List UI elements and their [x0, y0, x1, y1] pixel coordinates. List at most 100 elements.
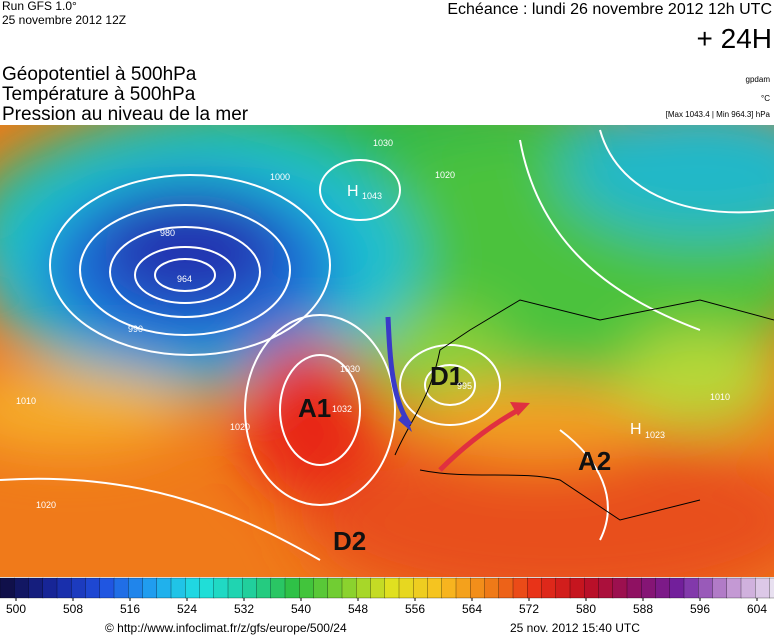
scale-box	[470, 577, 486, 599]
scale-box	[14, 577, 30, 599]
scale-box	[341, 577, 357, 599]
scale-label: 596	[690, 602, 710, 616]
pressure-label: 1010	[710, 392, 730, 402]
scale-label: 572	[519, 602, 539, 616]
scale-box	[327, 577, 343, 599]
scale-box	[128, 577, 144, 599]
scale-box	[712, 577, 728, 599]
system-label: D1	[430, 361, 463, 391]
scale-box	[370, 577, 386, 599]
scale-box	[740, 577, 756, 599]
scale-box	[427, 577, 443, 599]
scale-label: 524	[177, 602, 197, 616]
system-label: D2	[333, 526, 366, 556]
scale-box	[213, 577, 229, 599]
scale-box	[199, 577, 215, 599]
scale-label: 516	[120, 602, 140, 616]
pressure-label: 1020	[36, 500, 56, 510]
pressure-label: 1023	[645, 430, 665, 440]
scale-box	[356, 577, 372, 599]
title: Température à 500hPa	[2, 84, 196, 105]
system-label: A2	[578, 446, 611, 476]
color-scale: 500 508 516 524 532 540 548 556 564 572 580 588 596 6…	[0, 577, 774, 616]
scale-box	[698, 577, 714, 599]
pressure-label: 964	[177, 274, 192, 284]
scale-box	[42, 577, 58, 599]
scale-box	[85, 577, 101, 599]
pressure-label: 1010	[16, 396, 36, 406]
scale-box	[56, 577, 72, 599]
pressure-label: 980	[160, 228, 175, 238]
unit: °C	[761, 94, 770, 103]
footer-time: 25 nov. 2012 15:40 UTC	[510, 621, 640, 635]
scale-box	[555, 577, 571, 599]
scale-box	[498, 577, 514, 599]
unit: [Max 1043.4 | Min 964.3] hPa	[666, 110, 771, 119]
scale-box	[185, 577, 201, 599]
scale-label: 540	[291, 602, 311, 616]
scale-box	[413, 577, 429, 599]
map: A1 D1 D2 A2 H H 1043 964 1032 995 1023 9…	[0, 125, 774, 577]
scale-box	[270, 577, 286, 599]
run: Run GFS 1.0°	[2, 0, 77, 13]
scale-box	[598, 577, 614, 599]
scale-box	[769, 577, 774, 599]
scale-box	[227, 577, 243, 599]
scale-box	[683, 577, 699, 599]
scale-label: 580	[576, 602, 596, 616]
scale-label: 556	[405, 602, 425, 616]
scale-box	[156, 577, 172, 599]
scale-label: 548	[348, 602, 368, 616]
footer-url: © http://www.infoclimat.fr/z/gfs/europe/…	[105, 621, 347, 635]
pressure-label: 1032	[332, 404, 352, 414]
scale-box	[99, 577, 115, 599]
title: Géopotentiel à 500hPa	[2, 64, 197, 85]
scale-box	[455, 577, 471, 599]
scale-box	[584, 577, 600, 599]
offset: + 24H	[697, 23, 773, 54]
high-marker: H	[630, 421, 642, 438]
scale-box	[284, 577, 300, 599]
scale-box	[299, 577, 315, 599]
pressure-label: 1020	[435, 170, 455, 180]
scale-box	[398, 577, 414, 599]
scale-box	[612, 577, 628, 599]
pressure-label: 995	[457, 381, 472, 391]
title: Pression au niveau de la mer	[2, 104, 249, 125]
echeance: Echéance : lundi 26 novembre 2012 12h UT…	[447, 1, 772, 18]
pressure-label: 990	[128, 324, 143, 334]
pressure-label: 1000	[270, 172, 290, 182]
scale-label: 564	[462, 602, 482, 616]
pressure-label: 1043	[362, 191, 382, 201]
pressure-label: 1030	[340, 364, 360, 374]
run-date: 25 novembre 2012 12Z	[2, 13, 126, 27]
scale-box	[655, 577, 671, 599]
scale-box	[142, 577, 158, 599]
scale-box	[626, 577, 642, 599]
scale-box	[726, 577, 742, 599]
scale-box	[242, 577, 258, 599]
scale-box	[541, 577, 557, 599]
scale-box	[113, 577, 129, 599]
scale-box	[28, 577, 44, 599]
system-label: A1	[298, 393, 331, 423]
scale-box	[669, 577, 685, 599]
scale-box	[484, 577, 500, 599]
scale-box	[512, 577, 528, 599]
scale-box	[527, 577, 543, 599]
scale-box	[641, 577, 657, 599]
scale-box	[441, 577, 457, 599]
unit: gpdam	[746, 75, 771, 84]
scale-box	[170, 577, 186, 599]
scale-box	[755, 577, 771, 599]
scale-box	[71, 577, 87, 599]
scale-label: 508	[63, 602, 83, 616]
scale-label: 604	[747, 602, 767, 616]
scale-box	[256, 577, 272, 599]
scale-label: 588	[633, 602, 653, 616]
scale-label: 532	[234, 602, 254, 616]
scale-box	[313, 577, 329, 599]
pressure-label: 1030	[373, 138, 393, 148]
high-marker: H	[347, 183, 359, 200]
